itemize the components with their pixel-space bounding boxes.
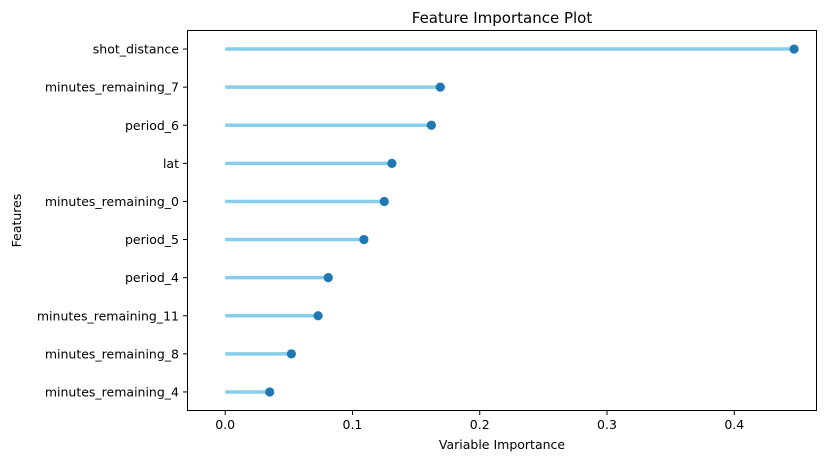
marker-lat bbox=[387, 158, 397, 168]
x-tick-label: 0.3 bbox=[597, 417, 617, 432]
y-axis-label: Features bbox=[9, 194, 24, 248]
y-tick-label: minutes_remaining_11 bbox=[37, 308, 179, 323]
marker-period_6 bbox=[426, 120, 436, 130]
y-tick-label: lat bbox=[163, 156, 179, 171]
marker-minutes_remaining_8 bbox=[286, 349, 296, 359]
y-tick-label: period_5 bbox=[125, 232, 179, 247]
marker-period_4 bbox=[323, 273, 333, 283]
x-axis-ticks: 0.0 0.1 0.2 0.3 0.4 bbox=[215, 411, 744, 432]
stems-group bbox=[225, 47, 795, 394]
marker-minutes_remaining_0 bbox=[379, 196, 389, 207]
marker-period_5 bbox=[359, 234, 369, 245]
marker-shot_distance bbox=[789, 44, 799, 54]
plot-area bbox=[187, 30, 817, 411]
marker-minutes_remaining_11 bbox=[313, 311, 323, 321]
y-tick-label: shot_distance bbox=[93, 42, 180, 57]
y-tick-label: minutes_remaining_0 bbox=[45, 194, 179, 209]
y-tick-label: minutes_remaining_8 bbox=[45, 346, 179, 361]
x-tick-label: 0.4 bbox=[724, 417, 744, 432]
chart-title: Feature Importance Plot bbox=[412, 9, 593, 27]
y-axis-ticks: shot_distance minutes_remaining_7 period_6… bbox=[37, 42, 187, 399]
x-tick-label: 0.2 bbox=[470, 417, 490, 432]
x-tick-label: 0.1 bbox=[343, 417, 363, 432]
y-tick-label: period_6 bbox=[125, 118, 179, 133]
y-tick-label: minutes_remaining_4 bbox=[45, 384, 179, 399]
y-tick-label: period_4 bbox=[125, 270, 179, 285]
marker-minutes_remaining_7 bbox=[435, 82, 445, 92]
y-tick-label: minutes_remaining_7 bbox=[45, 80, 179, 95]
markers-group bbox=[265, 44, 799, 397]
x-tick-label: 0.0 bbox=[215, 417, 235, 432]
marker-minutes_remaining_4 bbox=[265, 387, 275, 397]
x-axis-label: Variable Importance bbox=[439, 437, 566, 452]
